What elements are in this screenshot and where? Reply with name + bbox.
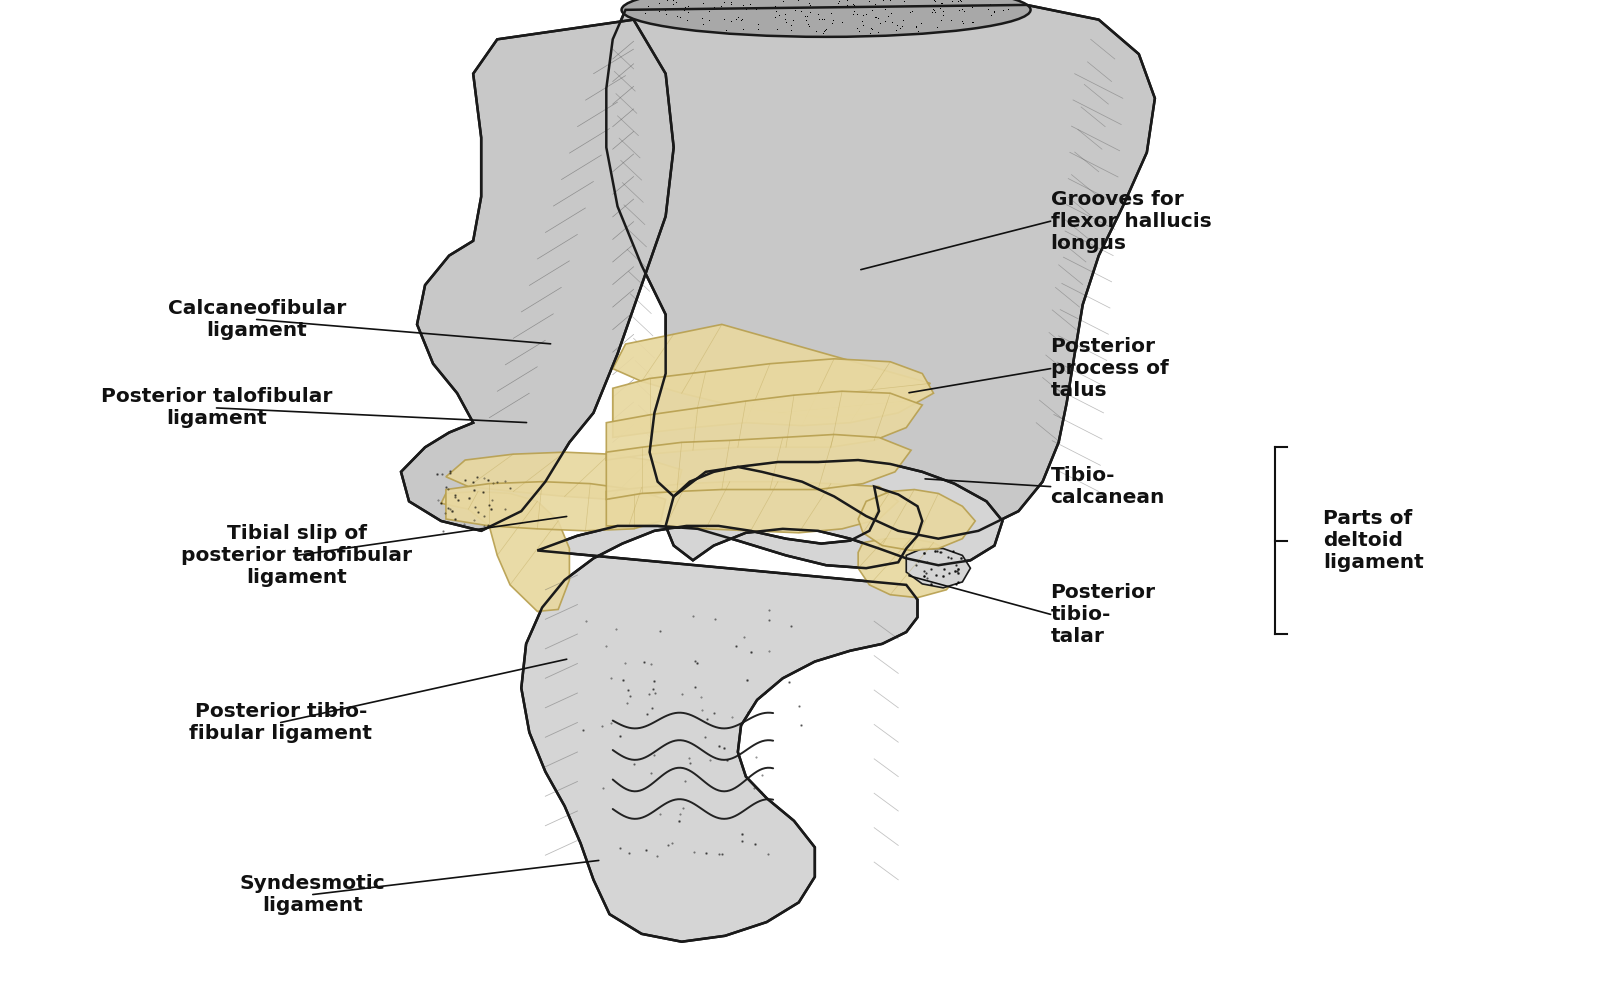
Polygon shape: [446, 452, 682, 499]
Text: Grooves for
flexor hallucis
longus: Grooves for flexor hallucis longus: [1051, 190, 1211, 253]
Polygon shape: [666, 460, 1002, 565]
Polygon shape: [606, 434, 911, 499]
Polygon shape: [606, 391, 922, 460]
Polygon shape: [606, 482, 898, 533]
Text: Syndesmotic
ligament: Syndesmotic ligament: [241, 874, 385, 915]
Polygon shape: [613, 359, 934, 437]
Text: Tibial slip of
posterior talofibular
ligament: Tibial slip of posterior talofibular lig…: [181, 524, 412, 587]
Polygon shape: [858, 539, 959, 598]
Polygon shape: [446, 482, 666, 531]
Polygon shape: [521, 487, 922, 942]
Text: Tibio-
calcanean: Tibio- calcanean: [1051, 466, 1165, 507]
Text: Posterior
process of
talus: Posterior process of talus: [1051, 337, 1168, 400]
Text: Posterior talofibular
ligament: Posterior talofibular ligament: [101, 387, 332, 429]
Polygon shape: [613, 324, 930, 418]
Text: Parts of
deltoid
ligament: Parts of deltoid ligament: [1323, 509, 1424, 572]
Polygon shape: [906, 549, 970, 588]
Polygon shape: [441, 492, 569, 611]
Polygon shape: [606, 5, 1155, 539]
Polygon shape: [401, 20, 674, 531]
Text: Posterior
tibio-
talar: Posterior tibio- talar: [1051, 583, 1155, 646]
Ellipse shape: [622, 0, 1031, 37]
Polygon shape: [858, 490, 975, 550]
Text: Calcaneofibular
ligament: Calcaneofibular ligament: [167, 299, 346, 340]
Text: Posterior tibio-
fibular ligament: Posterior tibio- fibular ligament: [189, 702, 372, 743]
